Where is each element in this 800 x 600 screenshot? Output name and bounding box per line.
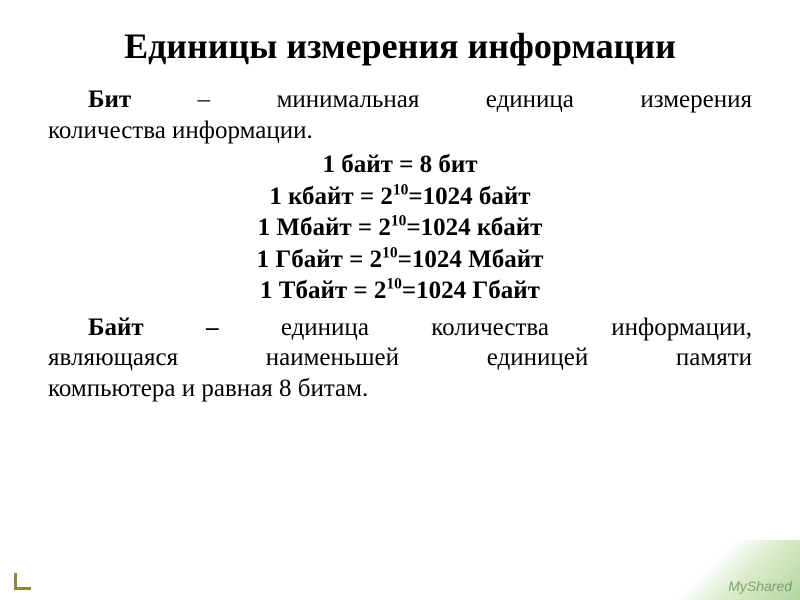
formula-kbyte: 1 кбайт = 210=1024 байт — [48, 182, 752, 213]
formula-block: 1 байт = 8 бит 1 кбайт = 210=1024 байт 1… — [48, 150, 752, 307]
slide: Единицы измерения информации Бит – миним… — [0, 0, 800, 600]
formula-tbyte: 1 Тбайт = 210=1024 Гбайт — [48, 276, 752, 307]
formula-byte: 1 байт = 8 бит — [48, 150, 752, 181]
byte-rest1: единица количества информации, — [281, 314, 752, 341]
byte-def-line3: компьютера и равная 8 битам. — [48, 374, 752, 405]
content-body: Бит – минимальная единица измерения коли… — [48, 85, 752, 404]
corner-mark-icon — [14, 573, 31, 590]
bit-def-line2: количества информации. — [48, 116, 752, 147]
formula-mbyte: 1 Мбайт = 210=1024 кбайт — [48, 213, 752, 244]
bit-dash: – — [198, 86, 211, 113]
formula-gbyte: 1 Гбайт = 210=1024 Мбайт — [48, 245, 752, 276]
bit-def-line1: Бит – минимальная единица измерения — [48, 85, 752, 116]
byte-dash: – — [206, 314, 219, 341]
bit-rest1: минимальная единица измерения — [277, 86, 752, 113]
byte-def-line1: Байт – единица количества информации, — [48, 313, 752, 344]
byte-def-line2: являющаяся наименьшей единицей памяти — [48, 343, 752, 374]
watermark: MyShared — [668, 540, 800, 600]
page-title: Единицы измерения информации — [48, 26, 752, 67]
bit-term: Бит — [88, 86, 131, 113]
byte-term: Байт — [88, 314, 144, 341]
